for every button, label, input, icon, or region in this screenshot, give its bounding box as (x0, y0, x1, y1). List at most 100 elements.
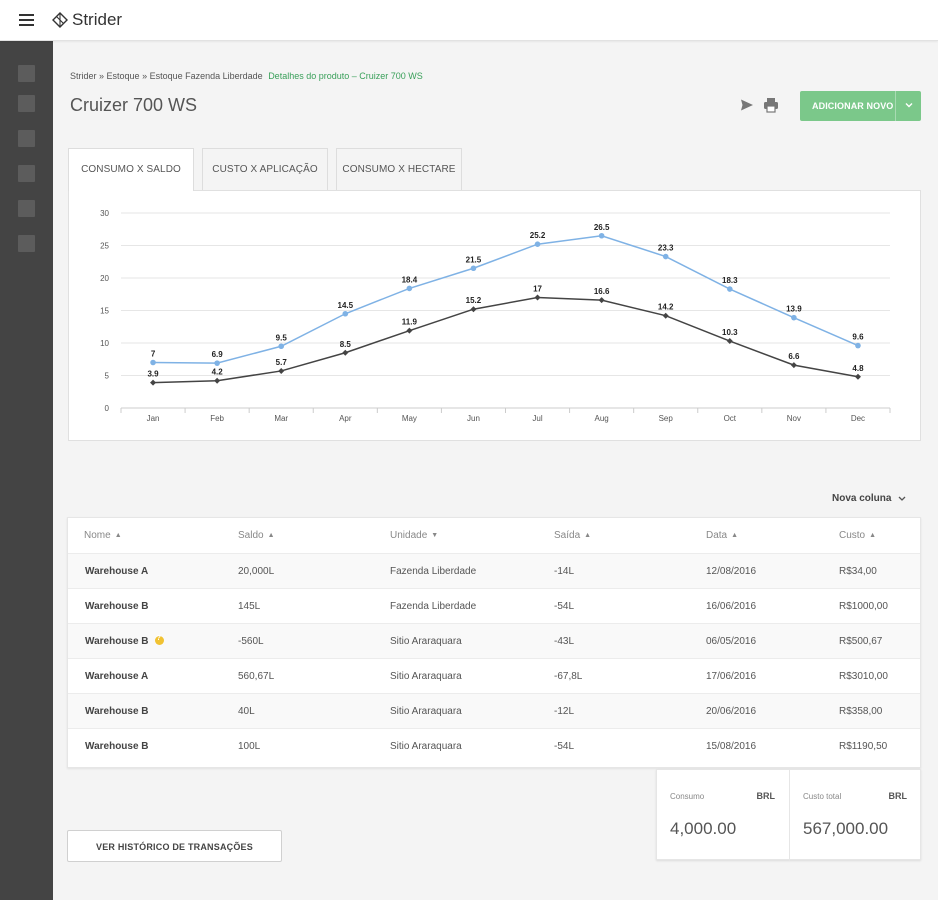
cell-saida: -12L (554, 706, 575, 717)
cell-saida: -54L (554, 741, 575, 752)
data-point (278, 367, 285, 374)
total-consumo-label: Consumo (670, 792, 705, 801)
breadcrumb-item-estoque[interactable]: Estoque (106, 71, 140, 81)
cell-saldo: -560L (238, 636, 264, 647)
data-point (854, 373, 861, 380)
x-tick-label: Mar (274, 414, 288, 423)
table-row[interactable]: Warehouse B -560L Sitio Araraquara -43L … (68, 623, 920, 658)
data-point (855, 342, 861, 349)
data-point (150, 379, 157, 386)
data-point (470, 306, 477, 313)
table-header: Nome ▲ Saldo ▲ Unidade ▼ Saída ▲ Data ▲ Custo… (68, 518, 920, 553)
data-label: 14.2 (658, 303, 674, 312)
data-label: 11.9 (402, 318, 418, 327)
total-consumo: Consumo BRL 4,000.00 (657, 770, 789, 861)
data-label: 25.2 (530, 231, 546, 240)
data-point (150, 359, 156, 366)
cell-nome: Warehouse A (85, 671, 149, 682)
x-tick-label: Oct (724, 414, 737, 423)
series-line-1 (153, 234, 859, 364)
header-saida-label: Saída (554, 530, 581, 541)
header-nome-label: Nome (84, 530, 111, 541)
sidebar-item-5[interactable] (18, 200, 35, 217)
cell-unidade: Sitio Araraquara (390, 706, 462, 717)
sidebar-item-4[interactable] (18, 165, 35, 182)
data-label: 15.2 (466, 296, 482, 305)
cell-data: 12/08/2016 (706, 566, 757, 577)
tab-custo-x-aplicacao[interactable]: CUSTO X APLICAÇÃO (202, 148, 328, 190)
header-saida[interactable]: Saída ▲ (554, 530, 591, 541)
data-point (214, 377, 221, 384)
app-logo[interactable]: Strider (52, 10, 122, 30)
breadcrumb-item-strider[interactable]: Strider » (70, 71, 105, 81)
cell-saldo: 20,000L (238, 566, 275, 577)
data-label: 14.5 (338, 301, 354, 310)
cell-nome-text: Warehouse B (85, 636, 149, 647)
sort-down-icon: ▼ (431, 532, 439, 539)
sort-up-icon: ▲ (731, 532, 739, 539)
table-row[interactable]: Warehouse A 560,67L Sitio Araraquara -67… (68, 658, 920, 693)
table-row[interactable]: Warehouse B 145L Fazenda Liberdade -54L … (68, 588, 920, 623)
sort-up-icon: ▲ (584, 532, 592, 539)
cell-saida: -14L (554, 566, 575, 577)
data-point (662, 312, 669, 319)
header-unidade[interactable]: Unidade ▼ (390, 530, 438, 541)
sidebar-item-6[interactable] (18, 235, 35, 252)
x-tick-label: Jan (147, 414, 160, 423)
table-row[interactable]: Warehouse A 20,000L Fazenda Liberdade -1… (68, 553, 920, 588)
cell-saida: -54L (554, 601, 575, 612)
new-column-dropdown[interactable]: Nova coluna (832, 493, 907, 504)
print-icon[interactable] (763, 97, 779, 113)
y-tick-label: 30 (100, 209, 109, 218)
sort-up-icon: ▲ (869, 532, 877, 539)
table-row[interactable]: Warehouse B 40L Sitio Araraquara -12L 20… (68, 693, 920, 728)
data-label: 17 (533, 285, 542, 294)
data-point (342, 349, 349, 356)
header-saldo-label: Saldo (238, 530, 264, 541)
header-data[interactable]: Data ▲ (706, 530, 738, 541)
sidebar-item-2[interactable] (18, 95, 35, 112)
data-label: 4.8 (852, 364, 864, 373)
cell-data: 06/05/2016 (706, 636, 757, 647)
data-label: 5.7 (276, 358, 288, 367)
button-divider (895, 91, 896, 121)
x-tick-label: May (402, 414, 417, 423)
table-row[interactable]: Warehouse B 100L Sitio Araraquara -54L 1… (68, 728, 920, 763)
data-point (406, 285, 413, 292)
top-bar: Strider (0, 0, 938, 41)
send-icon[interactable] (740, 98, 754, 112)
chevron-down-icon[interactable] (904, 100, 914, 110)
cell-saldo: 100L (238, 741, 261, 752)
cell-saldo: 40L (238, 706, 255, 717)
header-custo[interactable]: Custo ▲ (839, 530, 876, 541)
hamburger-menu-icon[interactable] (19, 14, 34, 26)
warning-icon[interactable] (154, 635, 164, 645)
breadcrumb-item-fazenda[interactable]: » Estoque Fazenda Liberdade (142, 71, 263, 81)
data-label: 9.5 (276, 333, 288, 342)
sidebar-item-3[interactable] (18, 130, 35, 147)
header-nome[interactable]: Nome ▲ (84, 530, 122, 541)
tab-consumo-x-saldo[interactable]: CONSUMO X SALDO (68, 148, 194, 191)
y-tick-label: 5 (105, 372, 110, 381)
data-point (342, 310, 349, 317)
cell-custo: R$3010,00 (839, 671, 888, 682)
view-transaction-history-button[interactable]: VER HISTÓRICO DE TRANSAÇÕES (67, 830, 282, 862)
total-custo-label: Custo total (803, 792, 842, 801)
data-point (534, 294, 541, 301)
cell-nome: Warehouse B (85, 635, 164, 647)
add-new-button[interactable]: ADICIONAR NOVO (800, 91, 921, 121)
cell-nome: Warehouse B (85, 601, 149, 612)
cell-saida: -43L (554, 636, 575, 647)
x-tick-label: Jul (532, 414, 542, 423)
total-custo-value: 567,000.00 (803, 819, 889, 838)
cell-nome: Warehouse B (85, 741, 149, 752)
sidebar-item-1[interactable] (18, 65, 35, 82)
tab-consumo-x-hectare[interactable]: CONSUMO X HECTARE (336, 148, 462, 190)
data-point (598, 297, 605, 304)
data-label: 13.9 (786, 305, 802, 314)
header-saldo[interactable]: Saldo ▲ (238, 530, 275, 541)
new-column-label: Nova coluna (832, 493, 892, 504)
total-consumo-value: 4,000.00 (670, 819, 737, 838)
x-tick-label: Dec (851, 414, 865, 423)
data-label: 7 (151, 350, 156, 359)
